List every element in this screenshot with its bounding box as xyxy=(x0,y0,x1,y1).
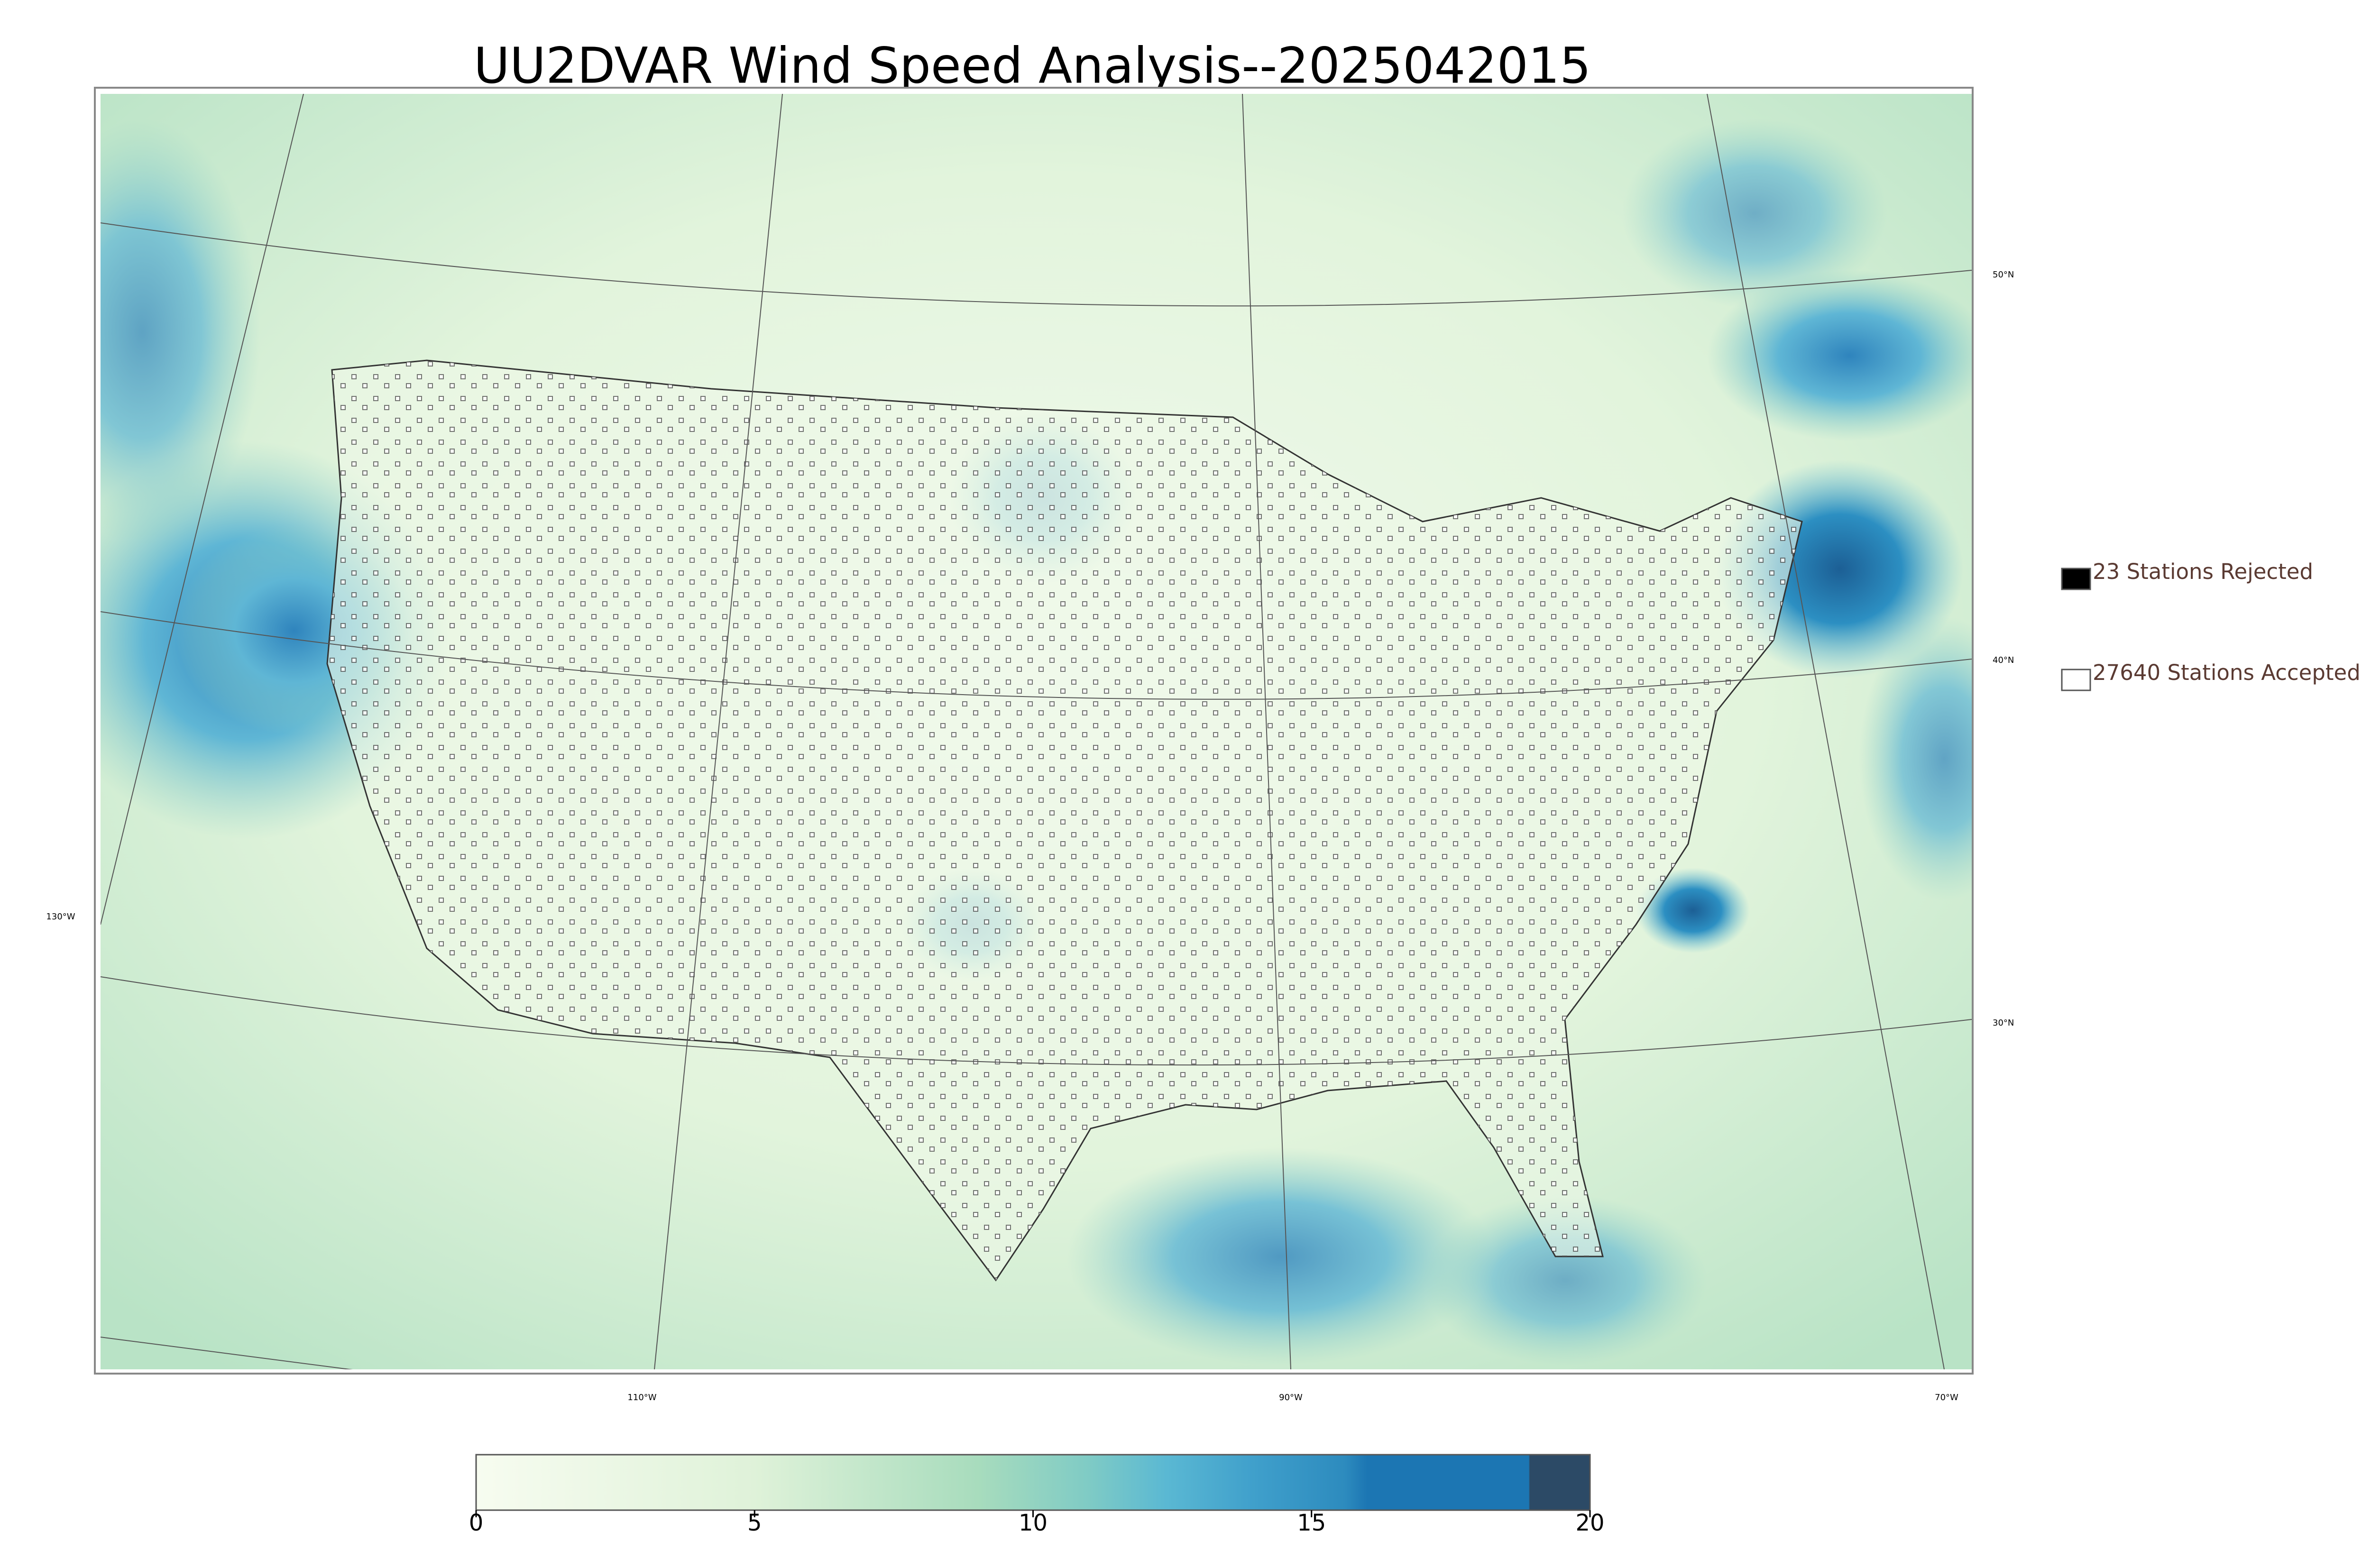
lat-label: 40°N xyxy=(1993,655,2014,665)
lat-label: 50°N xyxy=(1993,270,2014,280)
colorbar-tick-label: 15 xyxy=(1297,1510,1326,1536)
legend-label: 27640 Stations Accepted xyxy=(2093,660,2361,685)
lat-label: 30°N xyxy=(1993,1018,2014,1028)
legend-swatch xyxy=(2061,568,2091,590)
wind-field xyxy=(101,94,1972,1369)
graticule-labels: 50°N 40°N 30°N 130°W 110°W 90°W 70°W xyxy=(46,270,2014,1403)
lon-label: 70°W xyxy=(1935,1393,1958,1403)
colorbar-tick-label: 0 xyxy=(469,1510,484,1536)
colorbar-tick-label: 5 xyxy=(747,1510,762,1536)
colorbar-tick-label: 20 xyxy=(1575,1510,1604,1536)
colorbar-tick-label: 10 xyxy=(1019,1510,1048,1536)
lon-label: 110°W xyxy=(627,1393,656,1403)
station-markers xyxy=(327,360,1802,1280)
legend-swatch xyxy=(2061,669,2091,691)
lon-label: 90°W xyxy=(1279,1393,1303,1403)
colorbar xyxy=(475,1454,1591,1511)
map-title: UU2DVAR Wind Speed Analysis--2025042015 xyxy=(474,37,1591,94)
legend-label: 23 Stations Rejected xyxy=(2093,559,2313,584)
legend: 23 Stations Rejected 27640 Stations Accep… xyxy=(2061,559,2361,691)
colorbar-ticks: 0 5 10 15 20 xyxy=(469,1510,1605,1536)
graticule xyxy=(101,94,1972,1369)
lon-label: 130°W xyxy=(46,912,75,922)
